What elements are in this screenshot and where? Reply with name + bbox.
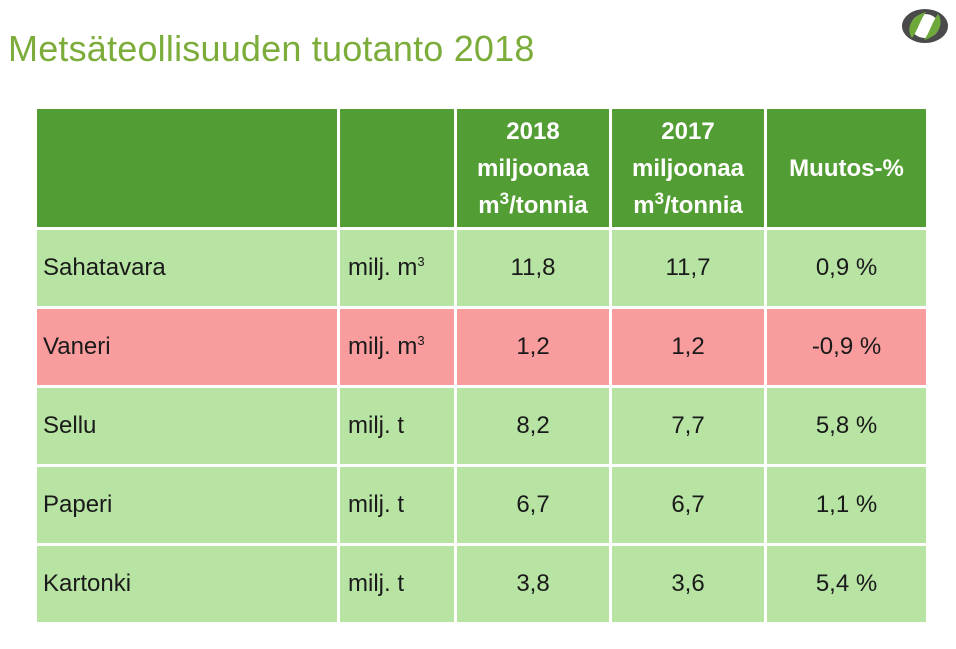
header-change: Muutos-% (764, 106, 929, 230)
header-product (34, 106, 340, 230)
product-unit: milj. t (337, 464, 457, 546)
product-unit: milj. m3 (337, 227, 457, 309)
table-header-row: 2018 miljoonaa m3/tonnia 2017 miljoonaa … (34, 106, 929, 230)
table-row: Sahatavara milj. m3 11,8 11,7 0,9 % (34, 227, 929, 309)
product-unit: milj. m3 (337, 306, 457, 388)
change-percent: 5,4 % (764, 543, 929, 625)
header-2017-unit-a: miljoonaa (631, 154, 745, 182)
header-2018-unit-b: m3/tonnia (478, 188, 588, 219)
header-2017: 2017 miljoonaa m3/tonnia (609, 106, 767, 230)
production-table: 2018 miljoonaa m3/tonnia 2017 miljoonaa … (34, 106, 929, 625)
change-percent: 5,8 % (764, 385, 929, 467)
value-2018: 11,8 (454, 227, 612, 309)
value-2017: 7,7 (609, 385, 767, 467)
product-name: Paperi (34, 464, 340, 546)
page-title: Metsäteollisuuden tuotanto 2018 (8, 28, 535, 69)
change-percent: 1,1 % (764, 464, 929, 546)
header-2017-year: 2017 (661, 117, 715, 145)
header-2018-year: 2018 (506, 117, 560, 145)
header-2018-unit-a: miljoonaa (476, 154, 590, 182)
value-2018: 6,7 (454, 464, 612, 546)
product-name: Vaneri (34, 306, 340, 388)
change-percent: 0,9 % (764, 227, 929, 309)
header-2018: 2018 miljoonaa m3/tonnia (454, 106, 612, 230)
product-name: Kartonki (34, 543, 340, 625)
header-2017-unit-b: m3/tonnia (633, 188, 743, 219)
header-unit (337, 106, 457, 230)
product-unit: milj. t (337, 543, 457, 625)
table-row: Sellu milj. t 8,2 7,7 5,8 % (34, 385, 929, 467)
product-name: Sellu (34, 385, 340, 467)
leaf-circle-logo-icon (902, 9, 948, 43)
table-row: Kartonki milj. t 3,8 3,6 5,4 % (34, 543, 929, 625)
value-2018: 1,2 (454, 306, 612, 388)
value-2017: 3,6 (609, 543, 767, 625)
value-2017: 6,7 (609, 464, 767, 546)
value-2017: 11,7 (609, 227, 767, 309)
value-2018: 3,8 (454, 543, 612, 625)
product-unit: milj. t (337, 385, 457, 467)
product-name: Sahatavara (34, 227, 340, 309)
table-row: Vaneri milj. m3 1,2 1,2 -0,9 % (34, 306, 929, 388)
table-row: Paperi milj. t 6,7 6,7 1,1 % (34, 464, 929, 546)
change-percent: -0,9 % (764, 306, 929, 388)
value-2018: 8,2 (454, 385, 612, 467)
value-2017: 1,2 (609, 306, 767, 388)
